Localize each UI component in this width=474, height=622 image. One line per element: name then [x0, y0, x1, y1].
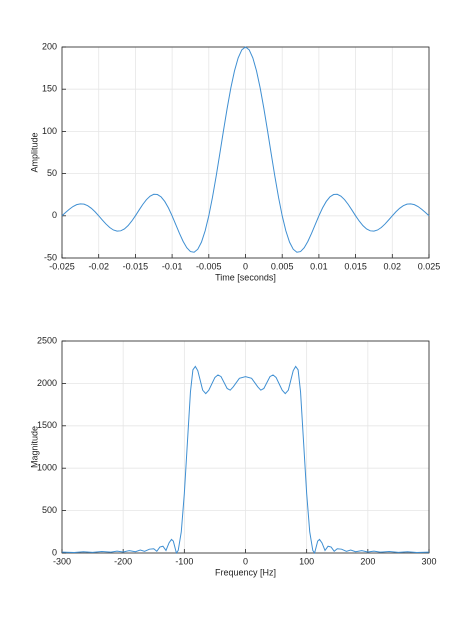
- data-line: [61, 365, 430, 555]
- y-axis-label: Amplitude: [29, 132, 39, 172]
- x-tick-label: 100: [299, 556, 314, 566]
- x-tick-label: 0.02: [384, 261, 402, 271]
- x-tick-label: 0.01: [310, 261, 328, 271]
- x-tick-label: 0.025: [418, 261, 441, 271]
- y-tick-label: 100: [42, 126, 57, 136]
- y-tick-label: 150: [42, 84, 57, 94]
- x-tick-label: -0.01: [162, 261, 183, 271]
- plot-box: [61, 340, 430, 554]
- data-line: [61, 46, 430, 253]
- y-tick-label: 500: [42, 505, 57, 515]
- x-tick-label: -300: [53, 556, 71, 566]
- x-tick-label: -0.02: [88, 261, 109, 271]
- x-tick-label: -200: [114, 556, 132, 566]
- x-tick-label: 0.015: [344, 261, 367, 271]
- y-tick-label: -50: [44, 252, 57, 262]
- y-axis-label: Magnitude: [29, 426, 39, 468]
- y-tick-label: 1500: [37, 420, 57, 430]
- x-axis-label: Frequency [Hz]: [215, 567, 276, 577]
- x-tick-label: 0.005: [271, 261, 294, 271]
- y-tick-label: 2000: [37, 378, 57, 388]
- x-tick-label: -100: [175, 556, 193, 566]
- y-tick-label: 0: [52, 547, 57, 557]
- x-tick-label: 300: [421, 556, 436, 566]
- y-tick-label: 50: [47, 168, 57, 178]
- y-tick-label: 1000: [37, 463, 57, 473]
- x-axis-label: Time [seconds]: [215, 272, 276, 282]
- y-tick-label: 0: [52, 210, 57, 220]
- x-tick-label: -0.015: [123, 261, 149, 271]
- x-tick-label: -0.005: [196, 261, 222, 271]
- x-tick-label: 200: [360, 556, 375, 566]
- x-tick-label: 0: [243, 556, 248, 566]
- x-tick-label: -0.025: [49, 261, 75, 271]
- y-tick-label: 2500: [37, 335, 57, 345]
- y-tick-label: 200: [42, 41, 57, 51]
- x-tick-label: 0: [243, 261, 248, 271]
